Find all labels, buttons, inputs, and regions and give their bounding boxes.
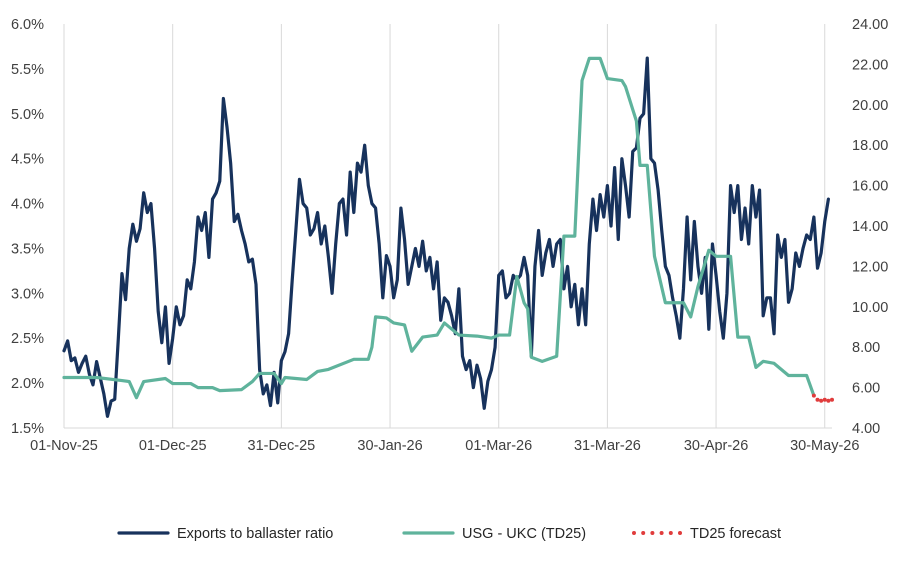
y-right-tick-label: 10.00 <box>852 300 888 316</box>
legend-swatch-td25-forecast <box>668 531 673 535</box>
y-left-tick-label: 1.5% <box>11 421 44 437</box>
legend-label-usg-ukc-td25: USG - UKC (TD25) <box>462 526 586 542</box>
x-tick-label: 01-Dec-25 <box>139 438 207 454</box>
plot-area <box>62 56 834 418</box>
td25-forecast-point <box>815 397 820 402</box>
left-y-axis: 1.5% 2.0% 2.5% 3.0% 3.5% 4.0% 4.5% 5.0% 5.5% 6.0% <box>11 17 44 437</box>
y-left-tick-label: 2.0% <box>11 376 44 392</box>
td25-forecast-point <box>822 397 827 402</box>
y-right-tick-label: 14.00 <box>852 219 888 235</box>
td25-forecast-point <box>819 398 824 403</box>
y-left-tick-label: 3.5% <box>11 241 44 257</box>
y-left-tick-label: 6.0% <box>11 17 44 33</box>
legend-swatch-td25-forecast <box>641 531 646 535</box>
x-tick-label: 31-Dec-25 <box>248 438 316 454</box>
y-right-tick-label: 22.00 <box>852 57 888 73</box>
y-right-tick-label: 20.00 <box>852 98 888 114</box>
exports-to-ballaster-ratio-line <box>62 56 830 418</box>
x-tick-label: 30-May-26 <box>790 438 859 454</box>
x-axis: 01-Nov-25 01-Dec-25 31-Dec-25 30-Jan-26 01-M… <box>30 427 859 454</box>
y-right-tick-label: 16.00 <box>852 179 888 195</box>
x-tick-label: 30-Jan-26 <box>357 438 422 454</box>
legend: Exports to ballaster ratio USG - UKC (TD2… <box>117 526 781 542</box>
legend-label-td25-forecast: TD25 forecast <box>690 526 781 542</box>
x-tick-label: 01-Nov-25 <box>30 438 98 454</box>
legend-swatch-td25-forecast <box>678 531 682 535</box>
y-right-tick-label: 18.00 <box>852 138 888 154</box>
y-left-tick-label: 5.0% <box>11 107 44 123</box>
legend-label-exports-to-ballaster-ratio: Exports to ballaster ratio <box>177 526 333 542</box>
y-right-tick-label: 4.00 <box>852 421 880 437</box>
y-right-tick-label: 24.00 <box>852 17 888 33</box>
td25-forecast-point <box>811 393 816 398</box>
td25-forecast-point <box>826 398 831 403</box>
y-left-tick-label: 4.5% <box>11 152 44 168</box>
y-right-tick-label: 8.00 <box>852 340 880 356</box>
y-right-tick-label: 12.00 <box>852 259 888 275</box>
legend-swatch-td25-forecast <box>659 531 664 535</box>
y-left-tick-label: 5.5% <box>11 62 44 78</box>
td25-forecast-point <box>830 397 834 402</box>
vertical-gridlines <box>63 24 826 428</box>
x-tick-label: 01-Mar-26 <box>465 438 532 454</box>
x-tick-label: 31-Mar-26 <box>574 438 641 454</box>
y-left-tick-label: 3.0% <box>11 286 44 302</box>
usg-ukc-td25-line <box>62 56 816 400</box>
legend-swatch-td25-forecast <box>650 531 655 535</box>
y-left-tick-label: 2.5% <box>11 331 44 347</box>
x-tick-label: 30-Apr-26 <box>684 438 748 454</box>
right-y-axis: 4.00 6.00 8.00 10.00 12.00 14.00 16.00 18.00 20.… <box>852 17 888 437</box>
y-right-tick-label: 6.00 <box>852 381 880 397</box>
y-left-tick-label: 4.0% <box>11 197 44 213</box>
legend-swatch-td25-forecast <box>632 531 636 535</box>
